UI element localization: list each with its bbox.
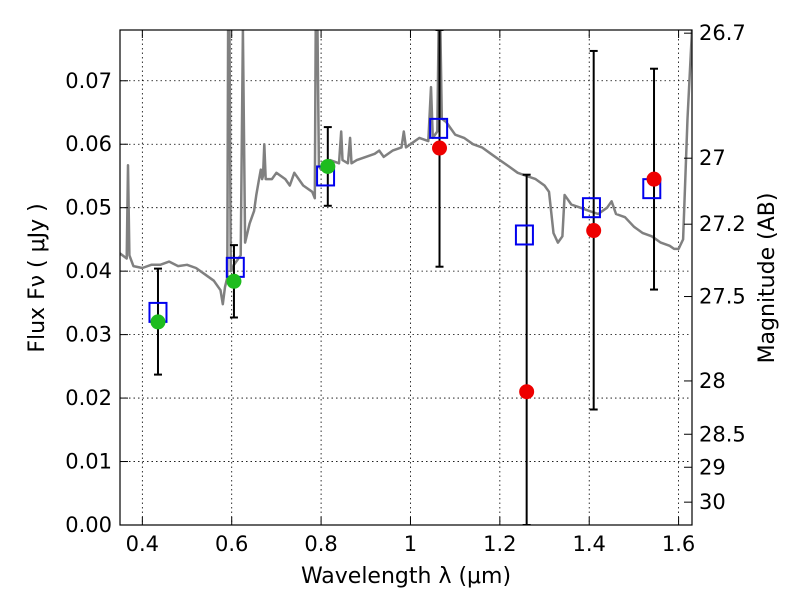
x-tick-label: 0.6 bbox=[215, 532, 248, 556]
green-data-point bbox=[226, 273, 242, 289]
red-data-point bbox=[646, 171, 662, 187]
y2-tick-label: 28 bbox=[699, 369, 726, 393]
model-photometry-box bbox=[429, 117, 449, 139]
model-spectrum-line bbox=[120, 30, 692, 306]
plot-frame bbox=[119, 29, 693, 526]
y2-tick-label: 30 bbox=[699, 490, 726, 514]
x-tick-label: 0.4 bbox=[126, 532, 159, 556]
y2-tick-label: 27 bbox=[699, 146, 726, 170]
axis-ticks: 0.4 0.6 0.8 1 1.2 1.4 1.6 0.00 0.01 0.02 0.03 0.04 0… bbox=[65, 21, 746, 556]
model-photometry-box bbox=[514, 224, 534, 246]
red-data-point bbox=[432, 140, 448, 156]
green-data-point bbox=[150, 314, 166, 330]
y-tick-label: 0.06 bbox=[65, 132, 112, 156]
green-data-point bbox=[320, 158, 336, 174]
y-axis-label: Flux Fν ( μJy ) bbox=[25, 203, 50, 352]
x-axis-label: Wavelength λ (μm) bbox=[301, 564, 511, 589]
y-tick-label: 0.07 bbox=[65, 69, 112, 93]
y-tick-label: 0.03 bbox=[65, 323, 112, 347]
x-tick-label: 1.2 bbox=[483, 532, 516, 556]
y2-axis-label: Magnitude (AB) bbox=[755, 193, 780, 364]
x-tick-label: 1.4 bbox=[573, 532, 606, 556]
y2-tick-label: 29 bbox=[699, 455, 726, 479]
y-tick-label: 0.05 bbox=[65, 196, 112, 220]
x-tick-label: 0.8 bbox=[304, 532, 337, 556]
red-data-point bbox=[519, 384, 535, 400]
y2-tick-label: 27.5 bbox=[699, 285, 746, 309]
y-tick-label: 0.02 bbox=[65, 386, 112, 410]
model-photometry-box bbox=[581, 197, 601, 219]
y2-tick-label: 28.5 bbox=[699, 422, 746, 446]
red-data-point bbox=[586, 223, 602, 239]
x-tick-label: 1 bbox=[404, 532, 417, 556]
plot-area bbox=[120, 30, 692, 525]
y-tick-label: 0.00 bbox=[65, 513, 112, 537]
grid bbox=[120, 30, 692, 526]
y2-tick-label: 27.2 bbox=[699, 212, 746, 236]
y2-tick-label: 26.7 bbox=[699, 21, 746, 45]
y-tick-label: 0.01 bbox=[65, 450, 112, 474]
x-tick-label: 1.6 bbox=[662, 532, 695, 556]
y-tick-label: 0.04 bbox=[65, 259, 112, 283]
